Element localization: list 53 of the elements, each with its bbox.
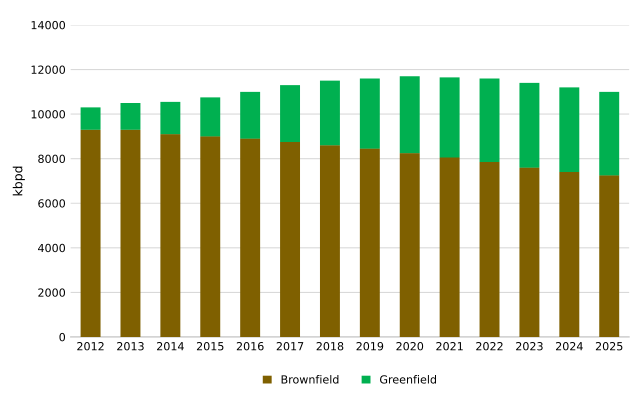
x-tick-label: 2014	[157, 342, 184, 350]
x-tick-label: 2025	[596, 342, 622, 350]
x-tick-label: 2023	[516, 342, 543, 350]
bar	[160, 102, 180, 134]
bar	[280, 85, 300, 142]
bar	[400, 76, 420, 154]
x-tick-label: 2013	[117, 342, 144, 350]
y-tick-label: 8000	[38, 154, 66, 164]
bar	[160, 134, 180, 337]
bar	[599, 92, 620, 176]
x-tick-label: 2024	[556, 342, 583, 350]
y-tick-label: 6000	[38, 199, 66, 208]
x-tick-label: 2015	[196, 342, 224, 350]
legend-label: Brownfield	[282, 375, 338, 384]
bar	[480, 78, 500, 162]
x-tick-label: 2022	[476, 342, 503, 350]
bar	[80, 130, 101, 337]
y-axis-title: kbpd	[12, 166, 25, 196]
bar	[519, 168, 540, 337]
bar	[240, 92, 260, 139]
bar	[360, 148, 380, 337]
bar	[320, 80, 340, 146]
x-tick-label: 2012	[77, 342, 104, 350]
bar	[440, 77, 460, 158]
bar	[440, 158, 460, 337]
legend-label: Greenfield	[380, 375, 436, 384]
y-tick-label: 14000	[32, 20, 66, 30]
bar	[519, 82, 540, 168]
x-tick-label: 2016	[236, 342, 264, 350]
bar	[480, 162, 500, 337]
y-tick-label: 0	[59, 332, 66, 342]
bar	[120, 130, 140, 337]
y-tick-label: 10000	[32, 110, 66, 118]
x-tick-label: 2018	[316, 342, 344, 350]
bar	[240, 138, 260, 337]
bar	[320, 145, 340, 337]
bar	[599, 175, 620, 337]
bar	[360, 78, 380, 149]
y-tick-label: 4000	[38, 244, 66, 252]
bar	[559, 87, 580, 172]
bar	[200, 97, 220, 136]
bar	[280, 142, 300, 337]
bar	[80, 107, 101, 130]
bar	[200, 136, 220, 337]
bar	[120, 102, 140, 130]
bar	[400, 153, 420, 337]
y-tick-label: 12000	[32, 66, 66, 74]
x-tick-label: 2017	[276, 342, 304, 350]
x-tick-label: 2020	[396, 342, 424, 350]
x-tick-label: 2021	[436, 342, 463, 350]
bar	[559, 172, 580, 337]
y-tick-label: 2000	[38, 288, 66, 297]
x-tick-label: 2019	[356, 342, 384, 350]
